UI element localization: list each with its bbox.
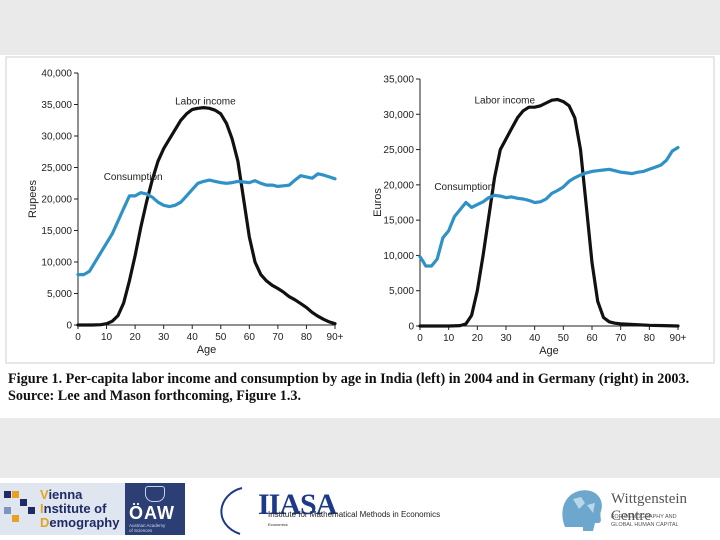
chart2-y-tick-label: 30,000: [383, 110, 414, 121]
top-band: [0, 0, 720, 55]
chart1-x-tick-label: 50: [215, 332, 227, 343]
chart1-y-tick-label: 35,000: [41, 100, 72, 111]
figure-caption: Figure 1. Per-capita labor income and co…: [8, 371, 690, 404]
chart2-x-tick-label: 50: [558, 333, 570, 344]
chart2-annotation-labor: Labor income: [474, 96, 535, 107]
chart1-labor-income-line: [76, 106, 337, 327]
iiasa-swoosh-icon: [220, 487, 243, 535]
chart2-y-axis-label: Euros: [372, 188, 384, 217]
vid-logo: Vienna Institute of Demography: [0, 483, 125, 535]
oaw-logo: ÖAW Austrian Academy of Sciences: [125, 483, 185, 535]
logo-square-icon: [28, 507, 35, 514]
logo-square-icon: [4, 491, 11, 498]
chart2-y-tick-label: 10,000: [383, 251, 414, 262]
chart1-x-tick-label: 80: [301, 332, 313, 343]
wittgenstein-logo: Wittgenstein Centre FOR DEMOGRAPHY AND GL…: [553, 483, 720, 535]
chart1-y-tick-label: 25,000: [41, 163, 72, 174]
chart2-x-tick-label: 0: [417, 333, 423, 344]
figure-area: 0 5,000 10,000 15,000 20,000 25,000 30,000 35,0…: [0, 55, 720, 365]
mid-band: [0, 418, 720, 478]
chart1-annotation-labor: Labor income: [175, 97, 236, 108]
footer-logos: Vienna Institute of Demography ÖAW Austr…: [0, 478, 720, 540]
chart1-x-tick-label: 90+: [327, 332, 344, 343]
chart1-x-axis-label: Age: [197, 344, 217, 356]
chart1-y-tick-label: 10,000: [41, 258, 72, 269]
chart1-annotation-consumption: Consumption: [104, 172, 163, 183]
chart2-x-tick-label: 40: [529, 333, 541, 344]
chart2-y-tick-label: 25,000: [383, 145, 414, 156]
chart1-y-tick-label: 20,000: [41, 195, 72, 206]
charts-svg: 0 5,000 10,000 15,000 20,000 25,000 30,000 35,0…: [5, 56, 715, 364]
chart1-x-tick-label: 0: [75, 332, 81, 343]
logo-square-icon: [20, 499, 27, 506]
chart2-y-tick-label: 20,000: [383, 180, 414, 191]
iiasa-logo: IIASA Institute for Mathematical Methods…: [212, 484, 552, 536]
chart2-x-axis-label: Age: [539, 345, 559, 357]
chart2-y-tick-label: 0: [408, 322, 414, 333]
head-map-icon: [562, 490, 602, 531]
logo-square-icon: [4, 507, 11, 514]
figure-frame: [5, 56, 715, 364]
chart2-y-tick-label: 5,000: [389, 286, 414, 297]
chart2-x-tick-label: 10: [443, 333, 455, 344]
chart1-y-axis-label: Rupees: [27, 180, 39, 218]
chart2-x-tick-label: 80: [644, 333, 656, 344]
chart2-x-tick-label: 90+: [670, 333, 687, 344]
chart2-x-tick-label: 30: [500, 333, 512, 344]
chart2-x-tick-label: 70: [615, 333, 627, 344]
chart1-y-tick-label: 30,000: [41, 132, 72, 143]
logo-square-icon: [12, 515, 19, 522]
oaw-emblem-icon: [145, 486, 165, 502]
chart1-y-tick-label: 5,000: [47, 289, 72, 300]
chart2-annotation-consumption: Consumption: [434, 182, 493, 193]
chart1-y-tick-label: 40,000: [41, 69, 72, 80]
chart2-labor-income-line: [418, 97, 680, 328]
chart1-y-tick-label: 0: [66, 321, 72, 332]
chart1-x-tick-label: 40: [187, 332, 199, 343]
chart2-x-tick-label: 60: [586, 333, 598, 344]
chart1-x-tick-label: 10: [101, 332, 113, 343]
chart2-y-tick-label: 15,000: [383, 216, 414, 227]
logo-square-icon: [12, 491, 19, 498]
chart1-x-tick-label: 30: [158, 332, 170, 343]
chart1-x-tick-label: 70: [272, 332, 284, 343]
chart2-x-tick-label: 20: [472, 333, 484, 344]
chart1-y-tick-label: 15,000: [41, 226, 72, 237]
chart1-consumption-line: [76, 172, 337, 277]
chart1-x-tick-label: 60: [244, 332, 256, 343]
chart2-y-tick-label: 35,000: [383, 75, 414, 86]
chart2-consumption-line: [418, 145, 680, 268]
chart1-x-tick-label: 20: [130, 332, 142, 343]
